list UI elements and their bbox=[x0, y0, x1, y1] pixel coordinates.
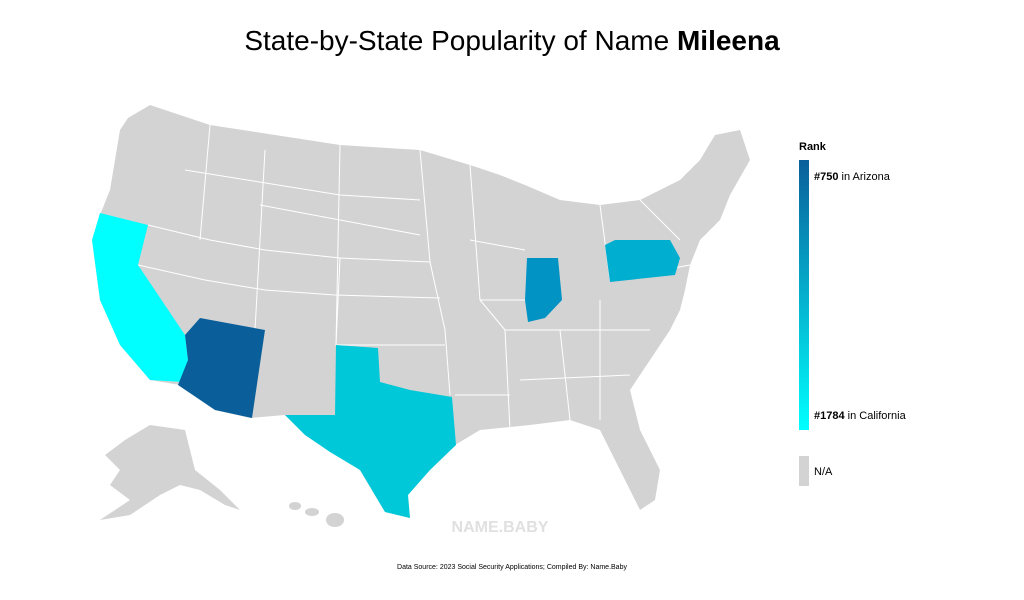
legend-na: N/A bbox=[814, 466, 833, 478]
legend: Rank #750 in Arizona #1784 in California… bbox=[799, 141, 907, 486]
texas bbox=[285, 345, 456, 518]
title-text: State-by-State Popularity of Name bbox=[244, 25, 677, 56]
legend-bottom: #1784 in California bbox=[814, 410, 907, 422]
legend-top-rank: #750 bbox=[814, 171, 838, 183]
legend-na-swatch bbox=[799, 456, 809, 486]
watermark: NAME.BABY bbox=[452, 519, 549, 536]
legend-top: #750 in Arizona bbox=[814, 171, 891, 183]
title: State-by-State Popularity of Name Mileen… bbox=[244, 25, 780, 56]
pennsylvania bbox=[605, 240, 680, 282]
legend-top-text: in Arizona bbox=[838, 171, 890, 183]
legend-bottom-rank: #1784 bbox=[814, 410, 845, 422]
us-mainland bbox=[92, 105, 750, 518]
arizona bbox=[178, 318, 265, 418]
title-name: Mileena bbox=[677, 25, 780, 56]
indiana bbox=[525, 258, 562, 322]
alaska bbox=[100, 425, 240, 520]
map bbox=[92, 105, 750, 527]
footer: Data Source: 2023 Social Security Applic… bbox=[397, 564, 627, 571]
legend-bottom-text: in California bbox=[845, 410, 907, 422]
california bbox=[92, 213, 188, 382]
legend-gradient bbox=[799, 160, 809, 430]
hawaii bbox=[289, 502, 344, 527]
legend-title: Rank bbox=[799, 141, 827, 153]
